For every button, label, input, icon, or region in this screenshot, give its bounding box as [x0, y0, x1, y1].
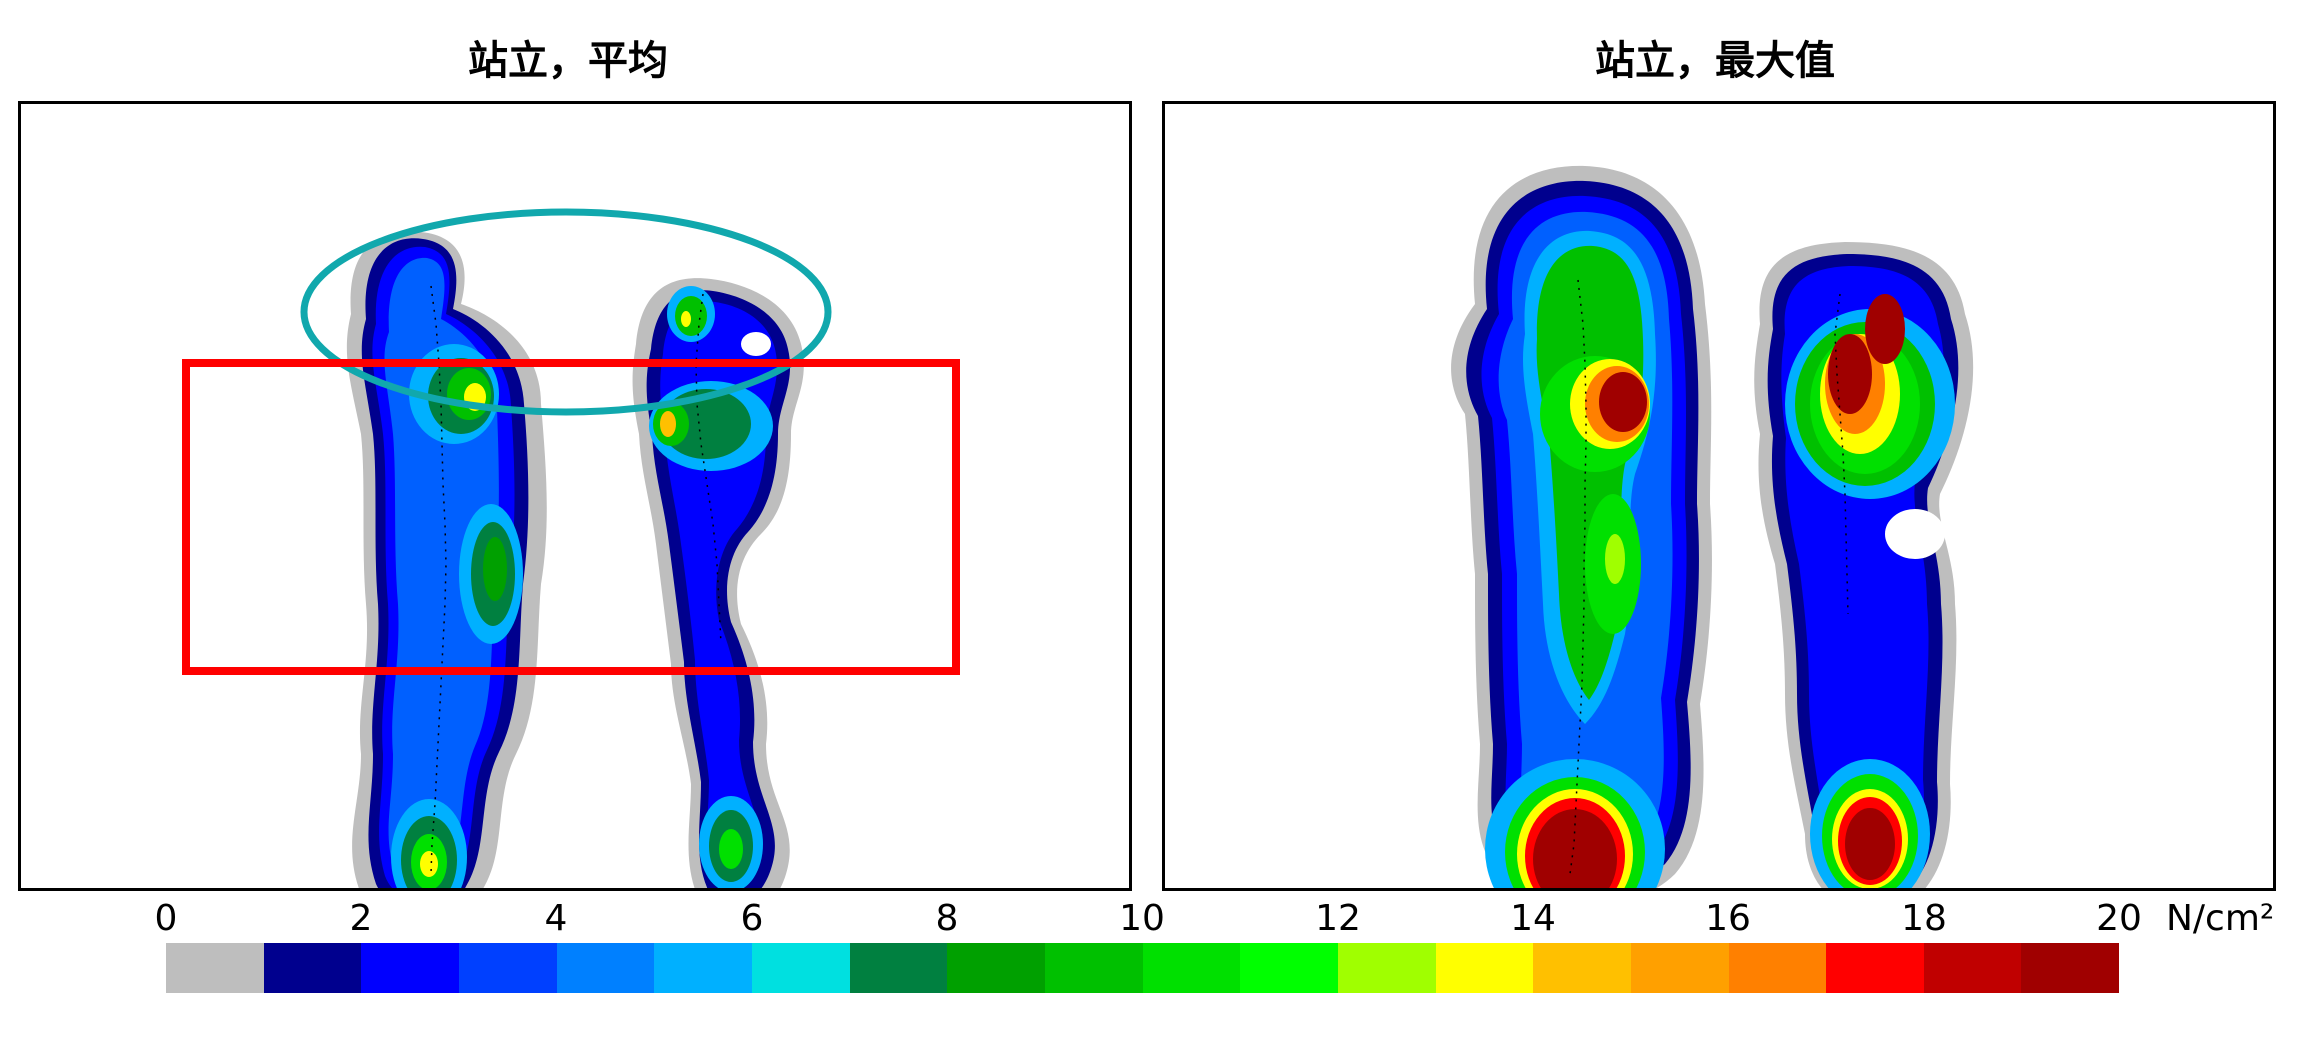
contour-level-hole [1885, 509, 1945, 559]
colorbar-swatch [1240, 943, 1338, 993]
colorbar-swatch [166, 943, 264, 993]
colorbar-tick-label: 12 [1315, 898, 1361, 939]
contour-level-9d [1865, 294, 1905, 364]
foot-left-average [346, 231, 547, 888]
colorbar-swatch [1533, 943, 1631, 993]
contour-level-6e [719, 829, 743, 869]
colorbar-swatch [849, 943, 948, 993]
colorbar-swatch [1337, 943, 1436, 993]
colorbar-tick-label: 10 [1119, 898, 1165, 939]
colorbar-tick-label: 6 [740, 898, 764, 939]
colorbar-tick-label: 20 [2096, 898, 2142, 939]
colorbar-swatch [263, 943, 362, 993]
contour-level-9c [1533, 809, 1617, 888]
contour-level-5 [661, 389, 751, 459]
foot-left-maximum [1451, 165, 1712, 888]
colorbar-tick-label: 18 [1901, 898, 1947, 939]
foot-right-average [632, 278, 804, 888]
chart-title-left: 站立，平均 [468, 38, 668, 84]
midfoot-highlight-rectangle [182, 359, 960, 675]
cop-trajectory [1834, 293, 1849, 615]
foot-right-maximum [1754, 242, 1974, 888]
heatmap-average-panel [18, 101, 1132, 891]
colorbar-tick-label: 16 [1705, 898, 1751, 939]
colorbar-tick-label: 14 [1510, 898, 1556, 939]
colorbar-swatch [458, 943, 557, 993]
colorbar-unit-label: N/cm² [2166, 898, 2275, 939]
contour-level-9 [1599, 372, 1647, 432]
contour-level-9e [1845, 808, 1895, 880]
heatmap-maximum [1451, 165, 1974, 888]
colorbar-swatch [947, 943, 1045, 993]
colorbar-swatch [1728, 943, 1827, 993]
colorbar-swatch [1826, 943, 1924, 993]
chart-title-right: 站立，最大值 [1595, 38, 1835, 84]
colorbar-swatch [654, 943, 752, 993]
colorbar-swatch [1142, 943, 1241, 993]
heatmap-average [182, 208, 960, 888]
heatmap-maximum-panel [1162, 101, 2276, 891]
colorbar-swatch [2021, 943, 2120, 993]
colorbar-tick-label: 8 [935, 898, 959, 939]
colorbar-swatch [751, 943, 850, 993]
contour-level-7d [681, 311, 691, 327]
colorbar-swatch [1923, 943, 2022, 993]
colorbar-tick-label: 4 [544, 898, 568, 939]
contour-level-7c [420, 851, 438, 877]
contour-level-7 [660, 411, 676, 437]
colorbar-swatch [1630, 943, 1729, 993]
colorbar-swatch [1044, 943, 1143, 993]
colorbar-tick-label: 2 [349, 898, 373, 939]
cop-trajectory [1569, 279, 1587, 875]
contour-level-hole [741, 332, 771, 356]
colorbar-swatch [556, 943, 655, 993]
contour-level-6b [483, 537, 507, 601]
forefoot-highlight-ellipse [300, 208, 832, 416]
colorbar-swatch [361, 943, 459, 993]
colorbar [166, 943, 2120, 993]
contour-level-7b [1605, 534, 1625, 584]
contour-level-9 [1828, 334, 1872, 414]
colorbar-tick-label: 0 [154, 898, 178, 939]
colorbar-swatch [1435, 943, 1534, 993]
